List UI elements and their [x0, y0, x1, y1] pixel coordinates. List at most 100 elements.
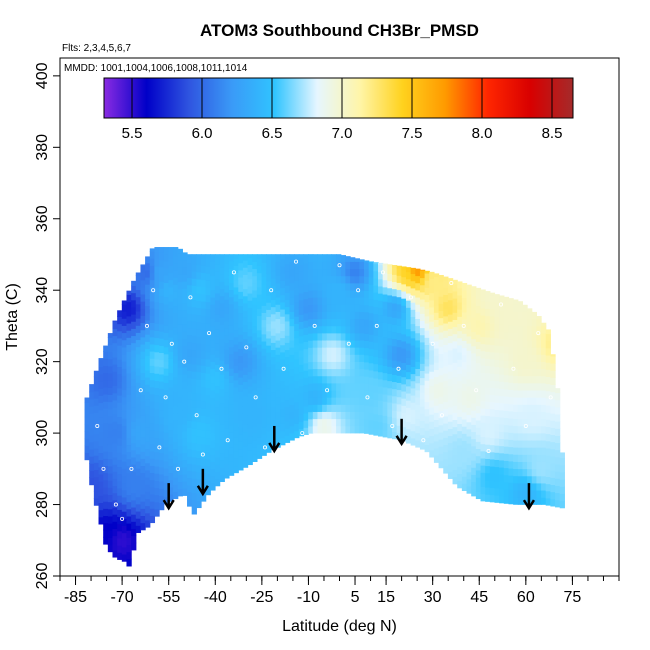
heatmap-cell — [112, 364, 118, 372]
heatmap-cell — [536, 404, 542, 412]
heatmap-cell — [252, 282, 258, 291]
heatmap-cell — [480, 329, 486, 338]
heatmap-cell — [191, 435, 197, 444]
heatmap-cell — [331, 304, 337, 312]
heatmap-cell — [145, 484, 151, 492]
heatmap-cell — [228, 310, 235, 319]
heatmap-cell — [466, 335, 472, 344]
heatmap-cell — [270, 385, 277, 393]
heatmap-cell — [466, 300, 472, 308]
heatmap-cell — [294, 416, 300, 424]
heatmap-cell — [443, 294, 449, 303]
heatmap-cell — [121, 403, 128, 412]
heatmap-cell — [289, 261, 295, 270]
heatmap-cell — [187, 327, 193, 336]
heatmap-cell — [242, 367, 249, 375]
heatmap-cell — [354, 411, 360, 420]
heatmap-cell — [224, 413, 230, 422]
heatmap-cell — [503, 496, 510, 504]
heatmap-cell — [182, 409, 188, 418]
heatmap-cell — [443, 458, 449, 467]
heatmap-cell — [289, 418, 295, 427]
heatmap-cell — [480, 472, 486, 480]
heatmap-cell — [135, 489, 142, 498]
heatmap-cell — [196, 264, 202, 273]
heatmap-cell — [242, 445, 249, 454]
heatmap-cell — [303, 254, 309, 257]
heatmap-cell — [364, 276, 370, 284]
heatmap-cell — [405, 392, 412, 401]
heatmap-cell — [238, 362, 244, 371]
heatmap-cell — [168, 343, 174, 352]
heatmap-cell — [242, 431, 249, 440]
heatmap-cell — [326, 397, 333, 405]
heatmap-cell — [424, 415, 430, 424]
heatmap-cell — [340, 368, 347, 377]
heatmap-cell — [550, 377, 556, 386]
heatmap-cell — [205, 273, 211, 281]
heatmap-cell — [457, 351, 463, 360]
heatmap-cell — [489, 301, 496, 310]
heatmap-cell — [219, 381, 225, 390]
observation-point — [461, 323, 466, 328]
heatmap-cell — [261, 283, 267, 292]
heatmap-cell — [550, 413, 556, 421]
heatmap-cell — [466, 371, 472, 380]
heatmap-cell — [261, 376, 267, 385]
heatmap-cell — [284, 385, 291, 393]
heatmap-cell — [452, 433, 458, 442]
heatmap-cell — [182, 488, 188, 496]
heatmap-cell — [461, 418, 468, 427]
heatmap-cell — [336, 282, 342, 291]
heatmap-cell — [457, 459, 463, 467]
heatmap-cell — [424, 351, 430, 360]
heatmap-cell — [238, 262, 244, 271]
heatmap-cell — [233, 386, 239, 395]
heatmap-cell — [447, 349, 454, 358]
heatmap-cell — [368, 269, 374, 278]
heatmap-cell — [140, 422, 146, 431]
heatmap-cell — [387, 409, 393, 417]
heatmap-cell — [364, 354, 370, 363]
heatmap-cell — [485, 336, 491, 345]
heatmap-cell — [438, 403, 444, 412]
heatmap-cell — [289, 354, 295, 362]
heatmap-cell — [364, 311, 370, 320]
heatmap-cell — [117, 530, 123, 539]
heatmap-cell — [270, 363, 277, 372]
heatmap-cell — [499, 338, 505, 347]
heatmap-cell — [443, 344, 449, 353]
heatmap-cell — [145, 412, 151, 421]
heatmap-cell — [308, 311, 314, 320]
heatmap-cell — [382, 336, 388, 345]
heatmap-cell — [205, 451, 211, 460]
dates-annotation: MMDD: 1001,1004,1006,1008,1011,1014 — [64, 63, 248, 74]
heatmap-cell — [159, 388, 165, 396]
heatmap-cell — [247, 357, 253, 366]
heatmap-cell — [294, 308, 300, 317]
heatmap-cell — [107, 501, 114, 510]
heatmap-cell — [140, 458, 146, 467]
heatmap-cell — [531, 432, 538, 441]
heatmap-cell — [387, 351, 393, 360]
heatmap-cell — [522, 468, 528, 477]
heatmap-cell — [163, 332, 169, 341]
heatmap-cell — [475, 405, 482, 414]
heatmap-cell — [303, 412, 309, 421]
heatmap-cell — [298, 399, 305, 408]
heatmap-cell — [317, 418, 323, 427]
heatmap-cell — [312, 411, 319, 420]
heatmap-cell — [489, 344, 496, 353]
y-axis-label: Theta (C) — [4, 283, 21, 351]
heatmap-cell — [541, 482, 547, 491]
heatmap-cell — [503, 481, 510, 490]
heatmap-cell — [168, 443, 174, 452]
heatmap-cell — [308, 411, 314, 420]
heatmap-cell — [522, 304, 528, 312]
heatmap-cell — [191, 328, 197, 336]
heatmap-cell — [196, 493, 202, 501]
heatmap-cell — [261, 262, 267, 271]
heatmap-cell — [135, 325, 142, 333]
heatmap-cell — [457, 330, 463, 339]
heatmap-cell — [429, 356, 435, 365]
